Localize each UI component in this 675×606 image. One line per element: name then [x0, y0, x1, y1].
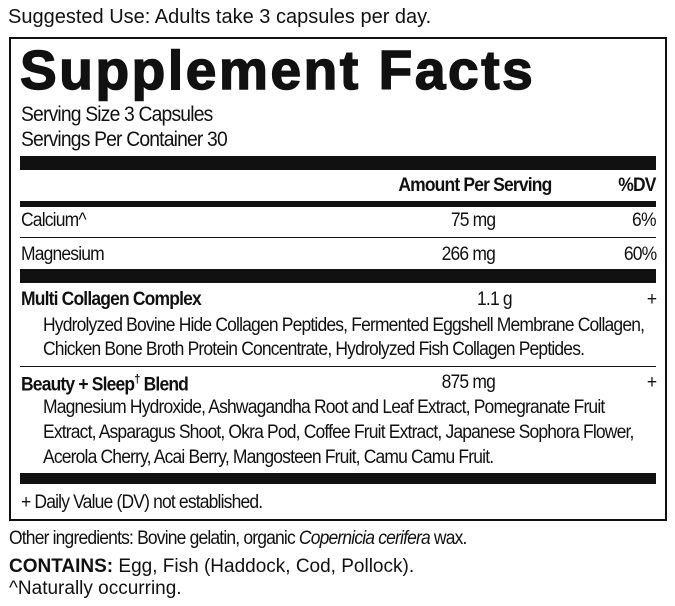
- blend-name-text: Beauty + Sleep: [21, 374, 135, 396]
- nutrient-dv: 6%: [632, 210, 656, 231]
- naturally-occurring-note: ^Naturally occurring.: [9, 578, 182, 599]
- other-ingredients: Other ingredients: Bovine gelatin, organ…: [9, 528, 467, 550]
- blend-name-suffix: Blend: [143, 374, 189, 396]
- medium-divider: [20, 201, 656, 207]
- nutrient-name: Calcium^: [21, 210, 87, 231]
- other-ingredients-text: Other ingredients: Bovine gelatin, organ…: [9, 528, 299, 549]
- blend-ingredients-line: Acerola Cherry, Acai Berry, Mangosteen F…: [43, 447, 494, 468]
- other-ingredients-italic: Copernicia cerifera: [298, 528, 431, 549]
- thin-divider: [20, 366, 656, 367]
- contains-label: CONTAINS:: [9, 556, 114, 577]
- dagger-mark: †: [134, 372, 140, 386]
- servings-per-container: Servings Per Container 30: [21, 128, 228, 151]
- blend-name: Multi Collagen Complex: [21, 289, 202, 310]
- blend-amount: 1.1 g: [477, 289, 513, 310]
- other-ingredients-suffix: wax.: [429, 528, 467, 549]
- blend-ingredients-line: Magnesium Hydroxide, Ashwagandha Root an…: [43, 397, 605, 418]
- thin-divider: [20, 237, 656, 238]
- nutrient-amount: 266 mg: [441, 244, 496, 265]
- blend-ingredients-line: Extract, Asparagus Shoot, Okra Pod, Coff…: [43, 422, 634, 443]
- footnote: + Daily Value (DV) not established.: [21, 492, 263, 513]
- blend-ingredients-line: Chicken Bone Broth Protein Concentrate, …: [43, 339, 585, 360]
- serving-size: Serving Size 3 Capsules: [21, 103, 213, 126]
- blend-dv: +: [646, 289, 657, 310]
- thick-divider: [20, 473, 656, 484]
- header-dv: %DV: [618, 175, 657, 196]
- suggested-use: Suggested Use: Adults take 3 capsules pe…: [8, 6, 432, 28]
- supplement-facts-panel: [9, 37, 667, 521]
- panel-title: Supplement Facts: [19, 38, 536, 102]
- blend-dv: +: [646, 372, 657, 393]
- blend-name: Beauty + Sleep† Blend: [21, 372, 189, 396]
- blend-amount: 875 mg: [441, 372, 496, 393]
- thick-divider: [20, 269, 656, 283]
- nutrient-amount: 75 mg: [450, 210, 496, 231]
- header-amount: Amount Per Serving: [397, 175, 552, 196]
- contains-text: Egg, Fish (Haddock, Cod, Pollock).: [113, 556, 415, 577]
- nutrient-name: Magnesium: [21, 244, 105, 265]
- allergen-statement: CONTAINS: Egg, Fish (Haddock, Cod, Pollo…: [9, 556, 414, 578]
- nutrient-dv: 60%: [623, 244, 656, 265]
- thick-divider: [20, 156, 656, 170]
- blend-ingredients-line: Hydrolyzed Bovine Hide Collagen Peptides…: [43, 315, 645, 336]
